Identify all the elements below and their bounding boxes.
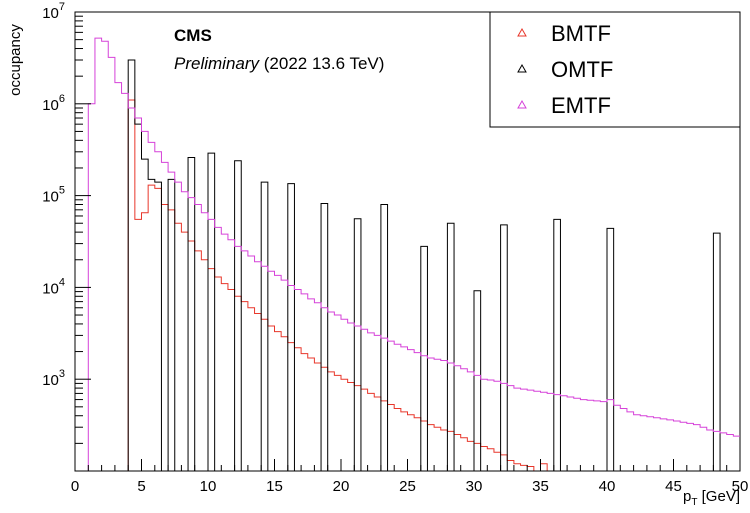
cms-label: CMS	[174, 26, 212, 45]
legend-label-bmtf: BMTF	[551, 21, 611, 46]
legend-label-emtf: EMTF	[551, 93, 611, 118]
x-tick-label: 25	[399, 478, 416, 495]
x-tick-label: 15	[266, 478, 283, 495]
y-tick-label: 106	[42, 93, 65, 114]
legend-marker-emtf	[517, 99, 527, 109]
x-tick-label: 50	[732, 478, 749, 495]
series-line-emtf	[87, 37, 740, 471]
x-tick-label: 30	[466, 478, 483, 495]
series-line-omtf	[127, 59, 740, 472]
x-tick-label: 5	[137, 478, 145, 495]
preliminary-italic: Preliminary	[174, 54, 261, 73]
x-tick-label: 0	[71, 478, 79, 495]
y-tick-label: 105	[42, 185, 65, 206]
legend-marker-bmtf	[517, 27, 527, 37]
y-tick-label: 104	[42, 276, 65, 297]
x-axis-title-unit: [GeV]	[697, 488, 740, 505]
series-line-bmtf	[127, 99, 554, 472]
x-tick-label: 10	[200, 478, 217, 495]
legend-label-omtf: OMTF	[551, 57, 613, 82]
axis-layer: 0 5 10 15 20 25 30 35 40 45 50 103 104 105 106 107	[42, 1, 748, 495]
x-axis-title-sub: T	[691, 497, 697, 508]
series-layer	[87, 37, 740, 472]
y-axis-title: occupancy	[7, 24, 24, 96]
x-tick-label: 35	[532, 478, 549, 495]
preliminary-label: Preliminary (2022 13.6 TeV)	[174, 54, 384, 73]
y-tick-label: 107	[42, 1, 65, 22]
legend: BMTF OMTF EMTF	[489, 11, 741, 128]
x-tick-label: 40	[599, 478, 616, 495]
legend-entries: BMTF OMTF EMTF	[517, 21, 613, 118]
x-tick-label: 45	[665, 478, 682, 495]
x-axis-title: pT [GeV]	[683, 488, 740, 508]
legend-marker-omtf	[517, 63, 527, 73]
legend-box	[489, 11, 741, 128]
x-axis-title-main: p	[683, 488, 691, 505]
y-tick-label: 103	[42, 368, 65, 389]
x-tick-label: 20	[333, 478, 350, 495]
preliminary-rest: (2022 13.6 TeV)	[259, 54, 384, 73]
